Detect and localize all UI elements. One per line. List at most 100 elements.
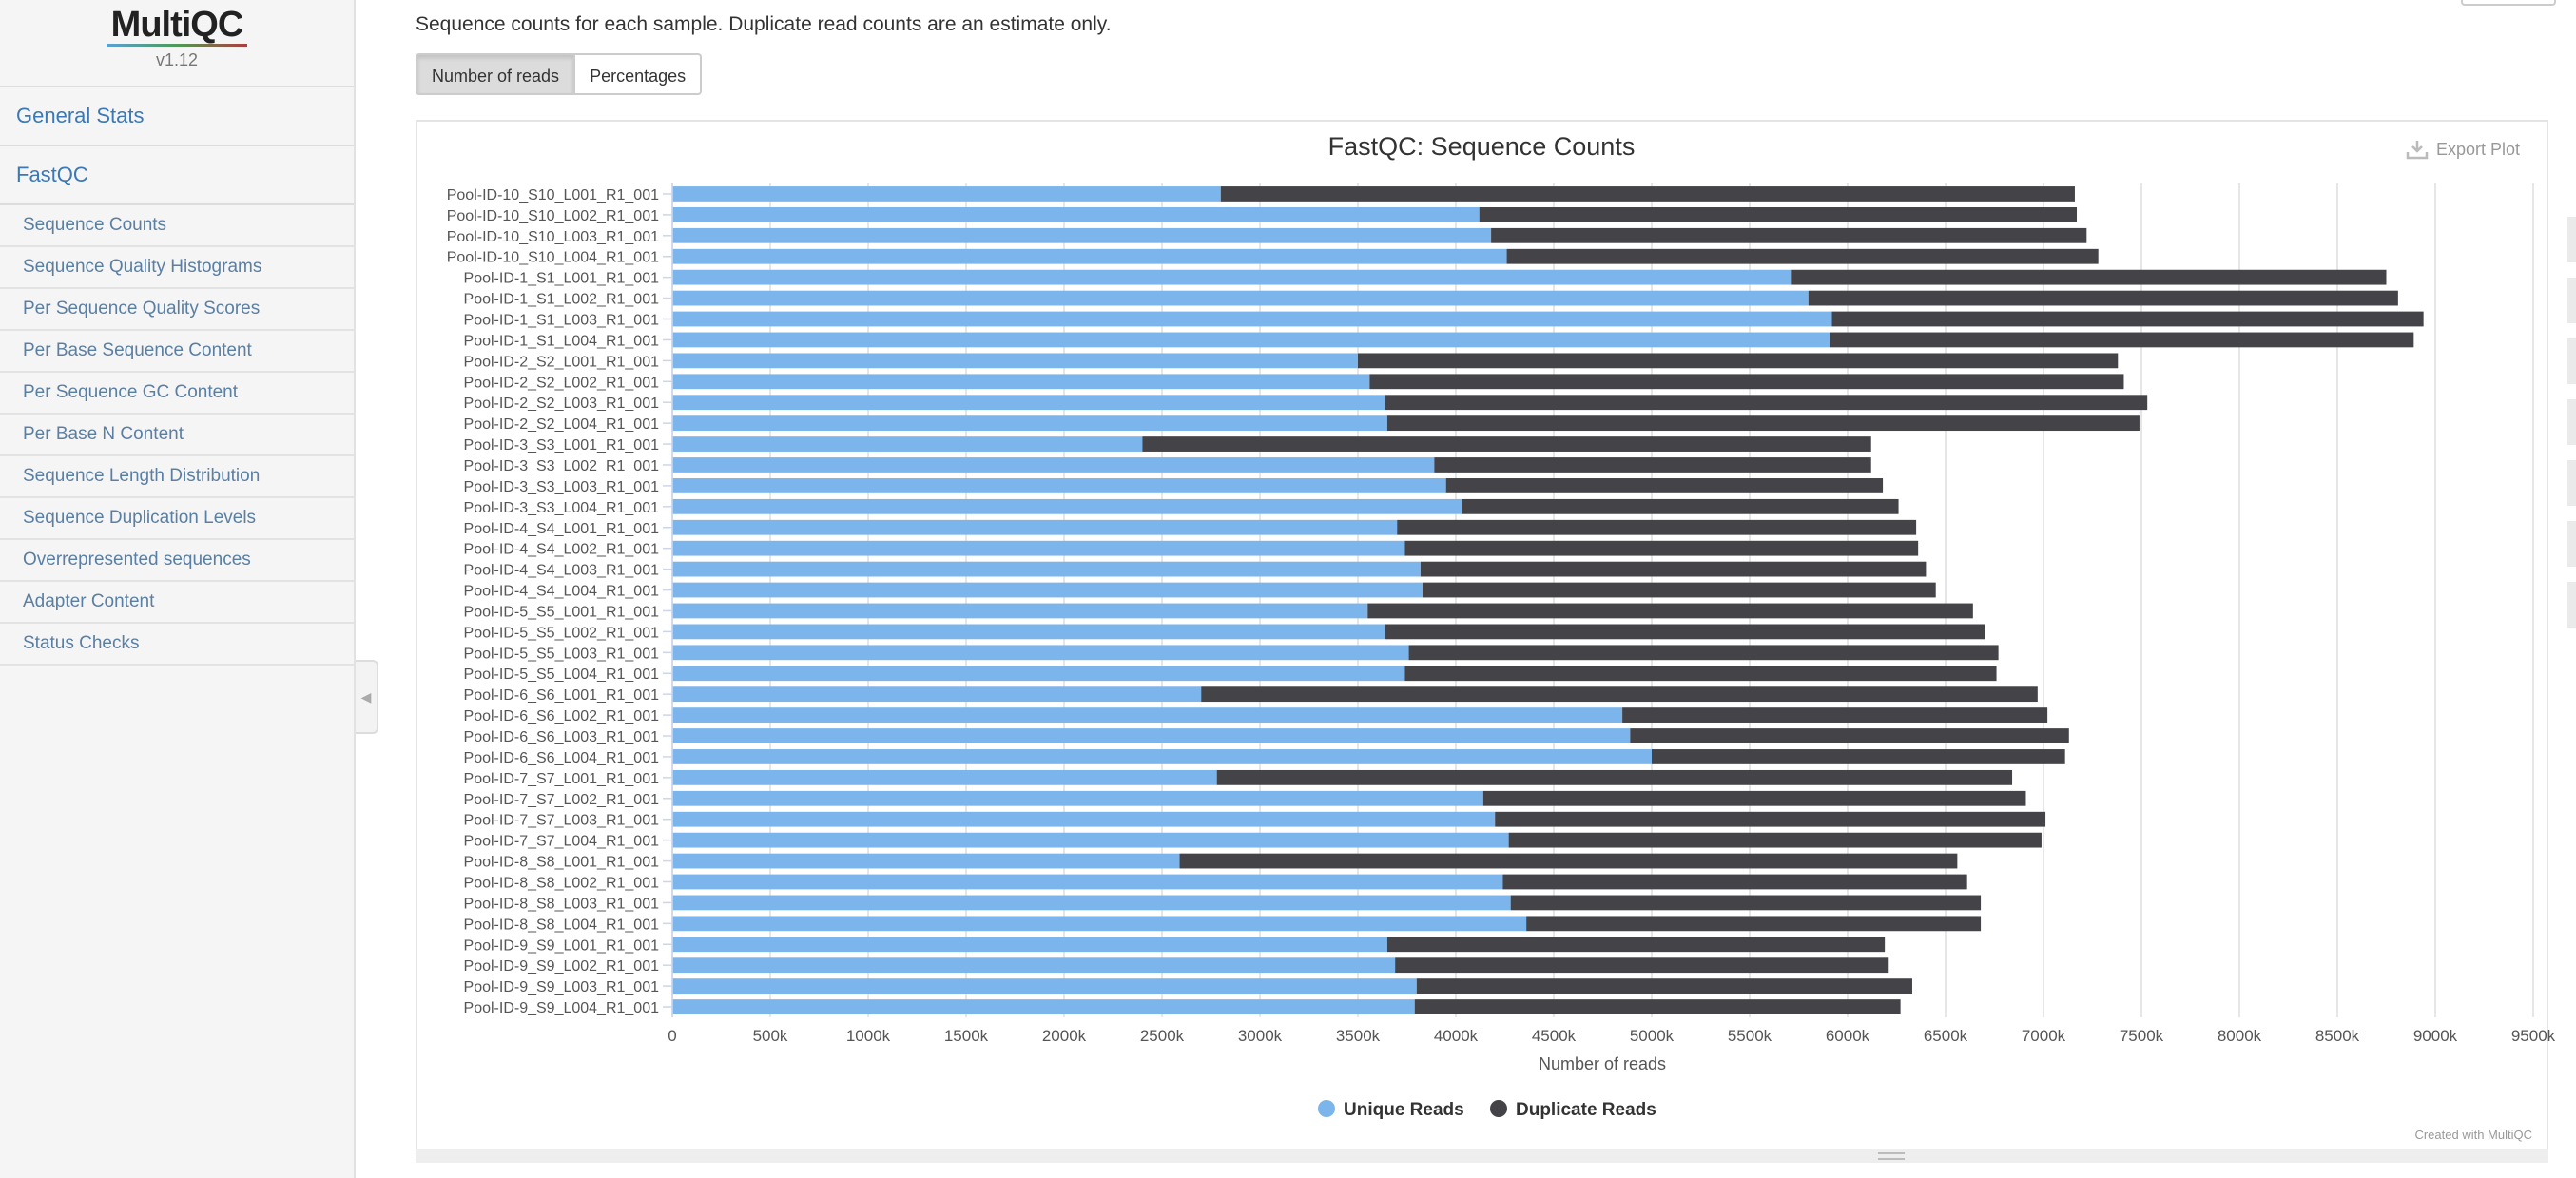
bar-unique-reads[interactable] xyxy=(672,186,1221,202)
toolbox-tab[interactable] xyxy=(2567,399,2576,445)
bar-duplicate-reads[interactable] xyxy=(1506,248,2099,264)
bar-duplicate-reads[interactable] xyxy=(1502,874,1967,890)
bar-duplicate-reads[interactable] xyxy=(1482,790,2026,806)
bar-duplicate-reads[interactable] xyxy=(1179,853,1958,869)
bar-unique-reads[interactable] xyxy=(672,498,1462,514)
bar-duplicate-reads[interactable] xyxy=(1495,811,2046,827)
bar-duplicate-reads[interactable] xyxy=(1414,999,1901,1014)
bar-duplicate-reads[interactable] xyxy=(1630,728,2069,743)
toolbox-toggle-button[interactable] xyxy=(2461,0,2556,6)
bar-duplicate-reads[interactable] xyxy=(1508,832,2042,848)
legend-label-duplicate[interactable]: Duplicate Reads xyxy=(1516,1100,1656,1120)
bar-unique-reads[interactable] xyxy=(672,624,1385,640)
bar-duplicate-reads[interactable] xyxy=(1622,707,2048,723)
bar-duplicate-reads[interactable] xyxy=(1358,353,2119,369)
bar-duplicate-reads[interactable] xyxy=(1220,186,2075,202)
bar-unique-reads[interactable] xyxy=(672,436,1143,452)
bar-unique-reads[interactable] xyxy=(672,519,1398,535)
bar-unique-reads[interactable] xyxy=(672,269,1792,285)
nav-sequence-length-distribution[interactable]: Sequence Length Distribution xyxy=(0,456,354,498)
bar-unique-reads[interactable] xyxy=(672,206,1480,222)
bar-unique-reads[interactable] xyxy=(672,603,1368,619)
bar-unique-reads[interactable] xyxy=(672,290,1809,306)
bar-unique-reads[interactable] xyxy=(672,895,1511,911)
bar-duplicate-reads[interactable] xyxy=(1397,519,1917,535)
bar-duplicate-reads[interactable] xyxy=(1510,895,1982,911)
bar-duplicate-reads[interactable] xyxy=(1404,540,1919,556)
nav-per-sequence-quality-scores[interactable]: Per Sequence Quality Scores xyxy=(0,289,354,331)
toolbox-tab[interactable] xyxy=(2567,338,2576,384)
multiqc-logo[interactable]: MultiQC v1.12 xyxy=(0,0,354,87)
bar-duplicate-reads[interactable] xyxy=(1422,582,1936,598)
bar-unique-reads[interactable] xyxy=(672,311,1832,327)
nav-per-base-sequence-content[interactable]: Per Base Sequence Content xyxy=(0,331,354,373)
legend-label-unique[interactable]: Unique Reads xyxy=(1344,1100,1464,1120)
bar-duplicate-reads[interactable] xyxy=(1142,436,1871,452)
nav-per-base-n-content[interactable]: Per Base N Content xyxy=(0,415,354,456)
bar-duplicate-reads[interactable] xyxy=(1385,395,2148,411)
bar-duplicate-reads[interactable] xyxy=(1462,498,1899,514)
bar-duplicate-reads[interactable] xyxy=(1830,332,2414,348)
bar-duplicate-reads[interactable] xyxy=(1434,457,1871,473)
bar-unique-reads[interactable] xyxy=(672,332,1830,348)
bar-unique-reads[interactable] xyxy=(672,248,1507,264)
bar-duplicate-reads[interactable] xyxy=(1831,311,2424,327)
nav-per-sequence-gc-content[interactable]: Per Sequence GC Content xyxy=(0,373,354,415)
bar-unique-reads[interactable] xyxy=(672,666,1405,682)
bar-duplicate-reads[interactable] xyxy=(1479,206,2078,222)
bar-duplicate-reads[interactable] xyxy=(1526,916,1982,932)
bar-unique-reads[interactable] xyxy=(672,707,1623,723)
bar-duplicate-reads[interactable] xyxy=(1395,957,1889,974)
toolbox-tab[interactable] xyxy=(2567,278,2576,323)
bar-unique-reads[interactable] xyxy=(672,582,1423,598)
bar-duplicate-reads[interactable] xyxy=(1408,645,1999,661)
bar-unique-reads[interactable] xyxy=(672,769,1217,785)
bar-unique-reads[interactable] xyxy=(672,937,1387,953)
toolbox-tab[interactable] xyxy=(2567,217,2576,262)
bar-duplicate-reads[interactable] xyxy=(1386,937,1886,953)
bar-unique-reads[interactable] xyxy=(672,457,1435,473)
bar-unique-reads[interactable] xyxy=(672,874,1503,890)
bar-unique-reads[interactable] xyxy=(672,686,1202,703)
bar-unique-reads[interactable] xyxy=(672,540,1405,556)
sidebar-collapse-button[interactable]: ◀ xyxy=(356,660,378,734)
number-of-reads-button[interactable]: Number of reads xyxy=(416,53,576,95)
bar-duplicate-reads[interactable] xyxy=(1385,624,1985,640)
bar-duplicate-reads[interactable] xyxy=(1416,978,1912,995)
bar-unique-reads[interactable] xyxy=(672,999,1415,1014)
bar-duplicate-reads[interactable] xyxy=(1491,227,2087,243)
bar-unique-reads[interactable] xyxy=(672,790,1483,806)
toolbox-tab[interactable] xyxy=(2567,582,2576,628)
toolbox-tab[interactable] xyxy=(2567,460,2576,506)
bar-duplicate-reads[interactable] xyxy=(1445,478,1884,493)
bar-duplicate-reads[interactable] xyxy=(1201,686,2038,703)
bar-duplicate-reads[interactable] xyxy=(1808,290,2398,306)
nav-sequence-quality-histograms[interactable]: Sequence Quality Histograms xyxy=(0,247,354,289)
bar-unique-reads[interactable] xyxy=(672,353,1358,369)
toolbox-tab[interactable] xyxy=(2567,521,2576,567)
bar-duplicate-reads[interactable] xyxy=(1216,769,2013,785)
bar-unique-reads[interactable] xyxy=(672,227,1492,243)
bar-unique-reads[interactable] xyxy=(672,395,1385,411)
export-plot-button[interactable]: Export Plot xyxy=(2406,139,2520,160)
nav-fastqc[interactable]: FastQC xyxy=(0,146,354,205)
bar-unique-reads[interactable] xyxy=(672,957,1396,974)
plot-resize-handle[interactable] xyxy=(416,1149,2548,1163)
nav-sequence-counts[interactable]: Sequence Counts xyxy=(0,205,354,247)
bar-unique-reads[interactable] xyxy=(672,832,1509,848)
bar-duplicate-reads[interactable] xyxy=(1652,749,2065,764)
nav-adapter-content[interactable]: Adapter Content xyxy=(0,582,354,624)
bar-duplicate-reads[interactable] xyxy=(1386,415,2140,432)
bar-unique-reads[interactable] xyxy=(672,749,1652,764)
bar-unique-reads[interactable] xyxy=(672,478,1446,493)
bar-duplicate-reads[interactable] xyxy=(1791,269,2387,285)
bar-unique-reads[interactable] xyxy=(672,978,1417,995)
bar-unique-reads[interactable] xyxy=(672,853,1180,869)
bar-unique-reads[interactable] xyxy=(672,916,1527,932)
bar-duplicate-reads[interactable] xyxy=(1404,666,1997,682)
nav-general-stats[interactable]: General Stats xyxy=(0,87,354,146)
bar-unique-reads[interactable] xyxy=(672,561,1421,577)
bar-duplicate-reads[interactable] xyxy=(1420,561,1927,577)
bar-unique-reads[interactable] xyxy=(672,415,1387,432)
percentages-button[interactable]: Percentages xyxy=(575,53,703,95)
